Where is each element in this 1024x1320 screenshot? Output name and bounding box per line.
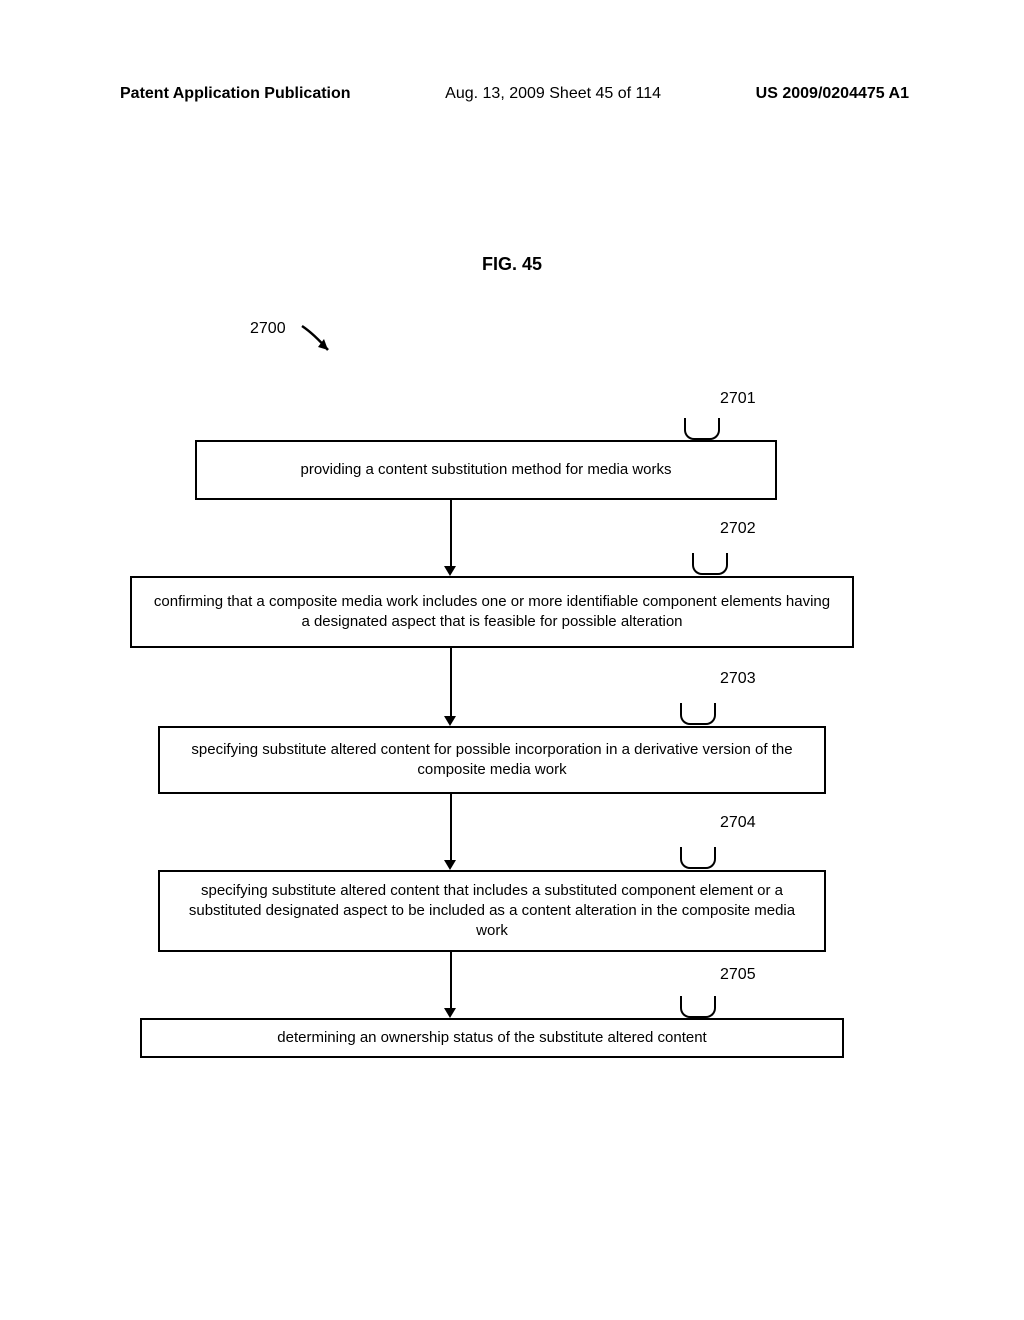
- page-header: Patent Application Publication Aug. 13, …: [0, 85, 1024, 103]
- arrowhead-icon: [444, 566, 456, 576]
- arrowhead-icon: [444, 1008, 456, 1018]
- flow-box-text: specifying substitute altered content th…: [180, 881, 804, 942]
- step-number: 2705: [720, 966, 756, 984]
- arrowhead-icon: [444, 860, 456, 870]
- ref-hook-icon: [680, 847, 716, 869]
- flow-box-text: determining an ownership status of the s…: [277, 1028, 706, 1048]
- ref-hook-icon: [684, 418, 720, 440]
- flow-box-text: confirming that a composite media work i…: [152, 592, 832, 633]
- flow-box: specifying substitute altered content fo…: [158, 726, 826, 794]
- flow-box: providing a content substitution method …: [195, 440, 777, 500]
- step-number: 2704: [720, 814, 756, 832]
- flow-box-text: providing a content substitution method …: [300, 460, 671, 480]
- page: Patent Application Publication Aug. 13, …: [0, 0, 1024, 1320]
- step-number: 2702: [720, 520, 756, 538]
- ref-hook-icon: [680, 996, 716, 1018]
- flow-connector: [450, 648, 452, 716]
- flow-connector: [450, 794, 452, 860]
- header-center: Aug. 13, 2009 Sheet 45 of 114: [445, 85, 661, 103]
- figure-title: FIG. 45: [0, 254, 1024, 275]
- ref-hook-icon: [680, 703, 716, 725]
- flow-box: confirming that a composite media work i…: [130, 576, 854, 648]
- flow-connector: [450, 500, 452, 566]
- flow-box-text: specifying substitute altered content fo…: [180, 740, 804, 781]
- ref-hook-icon: [692, 553, 728, 575]
- root-ref-arrow-icon: [300, 320, 340, 360]
- flow-connector: [450, 952, 452, 1008]
- arrowhead-icon: [444, 716, 456, 726]
- step-number: 2703: [720, 670, 756, 688]
- header-right: US 2009/0204475 A1: [756, 85, 909, 103]
- root-ref-number: 2700: [250, 320, 286, 338]
- step-number: 2701: [720, 390, 756, 408]
- header-left: Patent Application Publication: [120, 85, 351, 103]
- flow-box: determining an ownership status of the s…: [140, 1018, 844, 1058]
- flow-box: specifying substitute altered content th…: [158, 870, 826, 952]
